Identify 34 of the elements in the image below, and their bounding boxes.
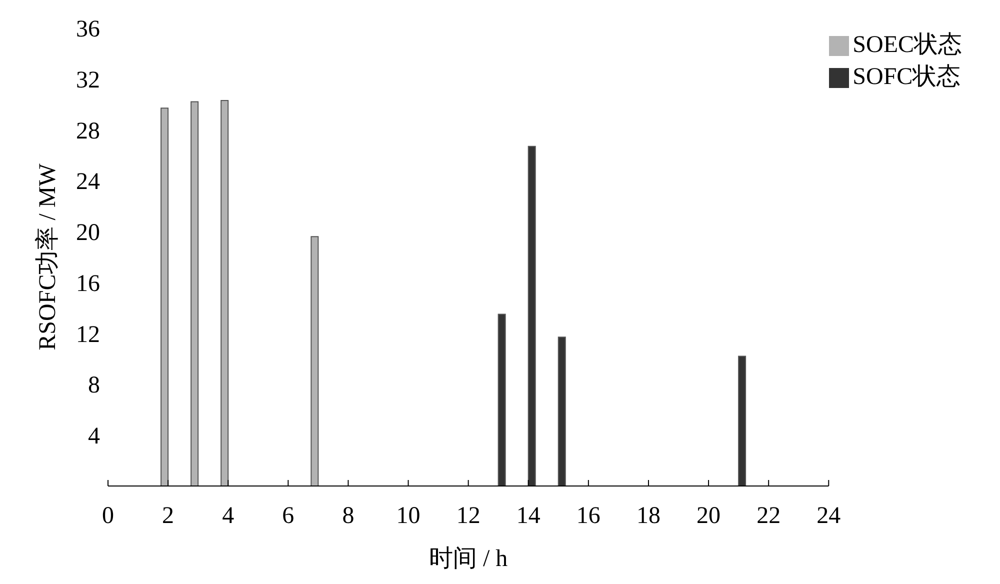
x-tick-label: 16 bbox=[576, 503, 600, 530]
bar bbox=[738, 356, 746, 486]
y-tick-label: 24 bbox=[76, 169, 100, 196]
x-tick-label: 4 bbox=[222, 503, 234, 530]
bar bbox=[220, 100, 229, 486]
x-tick-label: 8 bbox=[342, 503, 354, 530]
x-tick-label: 0 bbox=[102, 503, 114, 530]
y-axis-title: RSOFC功率 / MW bbox=[34, 163, 61, 350]
bar bbox=[160, 108, 169, 486]
x-tick-label: 20 bbox=[696, 503, 721, 530]
x-axis-title: 时间 / h bbox=[428, 546, 508, 572]
x-tick-label: 12 bbox=[456, 503, 480, 530]
y-tick-label: 36 bbox=[76, 16, 100, 43]
bar bbox=[528, 146, 536, 486]
bar bbox=[498, 314, 506, 486]
bar bbox=[558, 336, 566, 486]
legend-label: SOEC状态 bbox=[852, 32, 962, 58]
x-tick-label: 22 bbox=[756, 503, 781, 530]
bar bbox=[310, 236, 319, 486]
legend-label: SOFC状态 bbox=[852, 64, 961, 90]
x-tick-label: 14 bbox=[516, 503, 540, 530]
x-tick-label: 10 bbox=[396, 503, 420, 530]
y-tick-label: 8 bbox=[88, 372, 100, 399]
y-tick-label: 32 bbox=[76, 67, 100, 94]
x-tick-label: 2 bbox=[162, 503, 174, 530]
x-tick-label: 18 bbox=[636, 503, 660, 530]
y-tick-label: 28 bbox=[76, 118, 100, 144]
x-tick-label: 6 bbox=[282, 503, 294, 530]
bar bbox=[190, 101, 199, 486]
y-tick-label: 20 bbox=[76, 220, 100, 246]
y-tick-label: 4 bbox=[88, 424, 100, 450]
y-tick-label: 16 bbox=[76, 270, 100, 297]
x-tick-label: 24 bbox=[816, 503, 841, 530]
y-tick-label: 12 bbox=[76, 322, 100, 348]
